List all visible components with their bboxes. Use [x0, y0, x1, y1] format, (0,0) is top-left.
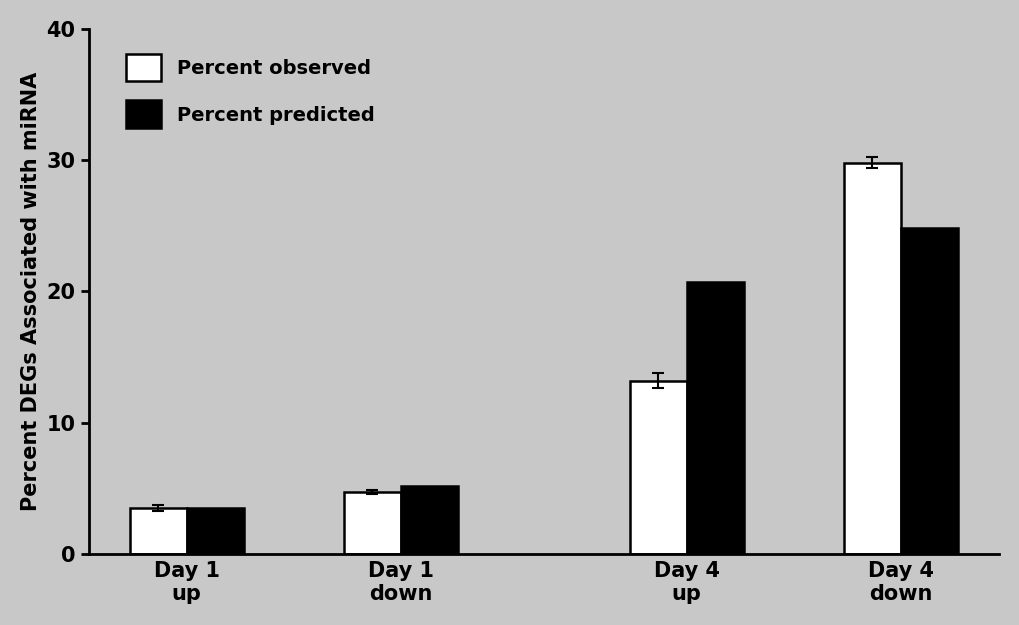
Legend: Percent observed, Percent predicted: Percent observed, Percent predicted [116, 44, 384, 138]
Y-axis label: Percent DEGs Associated with miRNA: Percent DEGs Associated with miRNA [20, 72, 41, 511]
Bar [343, 492, 400, 554]
Bar [400, 486, 458, 554]
Bar [900, 228, 957, 554]
Bar [686, 282, 743, 554]
Bar [186, 508, 244, 554]
Bar [629, 381, 686, 554]
Bar [843, 162, 900, 554]
Bar [129, 508, 186, 554]
